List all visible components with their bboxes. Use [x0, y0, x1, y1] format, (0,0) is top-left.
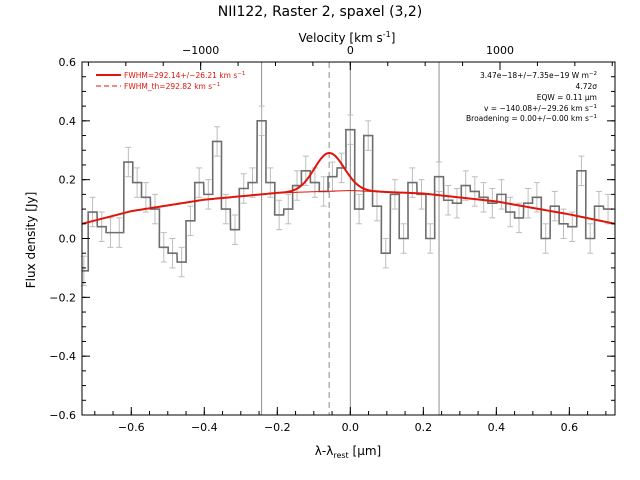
y-tick-label: 0.2: [59, 174, 77, 187]
y-tick-label: −0.6: [49, 409, 76, 422]
legend: FWHM=292.14+/−26.21 km s−1 FWHM_th=292.8…: [96, 71, 245, 91]
y-tick-label: −0.4: [49, 350, 76, 363]
plot-area: [80, 62, 616, 415]
spectrum-line: [82, 120, 613, 272]
annotation-sigma: 4.72σ: [576, 82, 598, 91]
x-axis-label: λ-λrest [μm]: [315, 444, 381, 460]
y-axis-label: Flux density [Jy]: [24, 192, 38, 289]
x-tick-label: 0.0: [342, 421, 360, 434]
y-tick-label: 0.4: [59, 115, 77, 128]
top-tick-label: −1000: [182, 44, 219, 57]
y-tick-label: 0.6: [59, 56, 77, 69]
top-axis-label: Velocity [km s-1]: [299, 30, 396, 45]
y-tick-label: −0.2: [49, 291, 76, 304]
axis-ticks: −0.6 −0.4 −0.2 0.0 0.2 0.4 0.6 −0.6 −0.4 −0.2 0.0 0…: [49, 44, 615, 434]
annotation-flux: 3.47e−18+/−7.35e−19 W m−2: [480, 71, 597, 80]
legend-entry-fwhm: FWHM=292.14+/−26.21 km s−1: [124, 71, 245, 80]
fit-annotations: 3.47e−18+/−7.35e−19 W m−2 4.72σ EQW = 0.…: [466, 71, 597, 123]
top-tick-label: 1000: [486, 44, 514, 57]
annotation-broadening: Broadening = 0.00+/−0.00 km s−1: [466, 114, 597, 123]
y-tick-label: 0.0: [59, 233, 77, 246]
x-tick-label: −0.4: [191, 421, 218, 434]
annotation-eqw: EQW = 0.11 μm: [537, 93, 597, 102]
x-tick-label: 0.6: [561, 421, 579, 434]
top-tick-label: 0: [347, 44, 354, 57]
fit-line: [81, 152, 616, 225]
x-tick-label: −0.2: [264, 421, 291, 434]
chart-title: NII122, Raster 2, spaxel (3,2): [218, 4, 423, 20]
x-tick-label: 0.4: [488, 421, 506, 434]
x-tick-label: 0.2: [415, 421, 433, 434]
plot-frame: [81, 61, 616, 416]
x-tick-label: −0.6: [118, 421, 145, 434]
legend-entry-fwhm-th: FWHM_th=292.82 km s−1: [124, 82, 220, 91]
annotation-velocity: v = −140.08+/−29.26 km s−1: [484, 104, 597, 113]
